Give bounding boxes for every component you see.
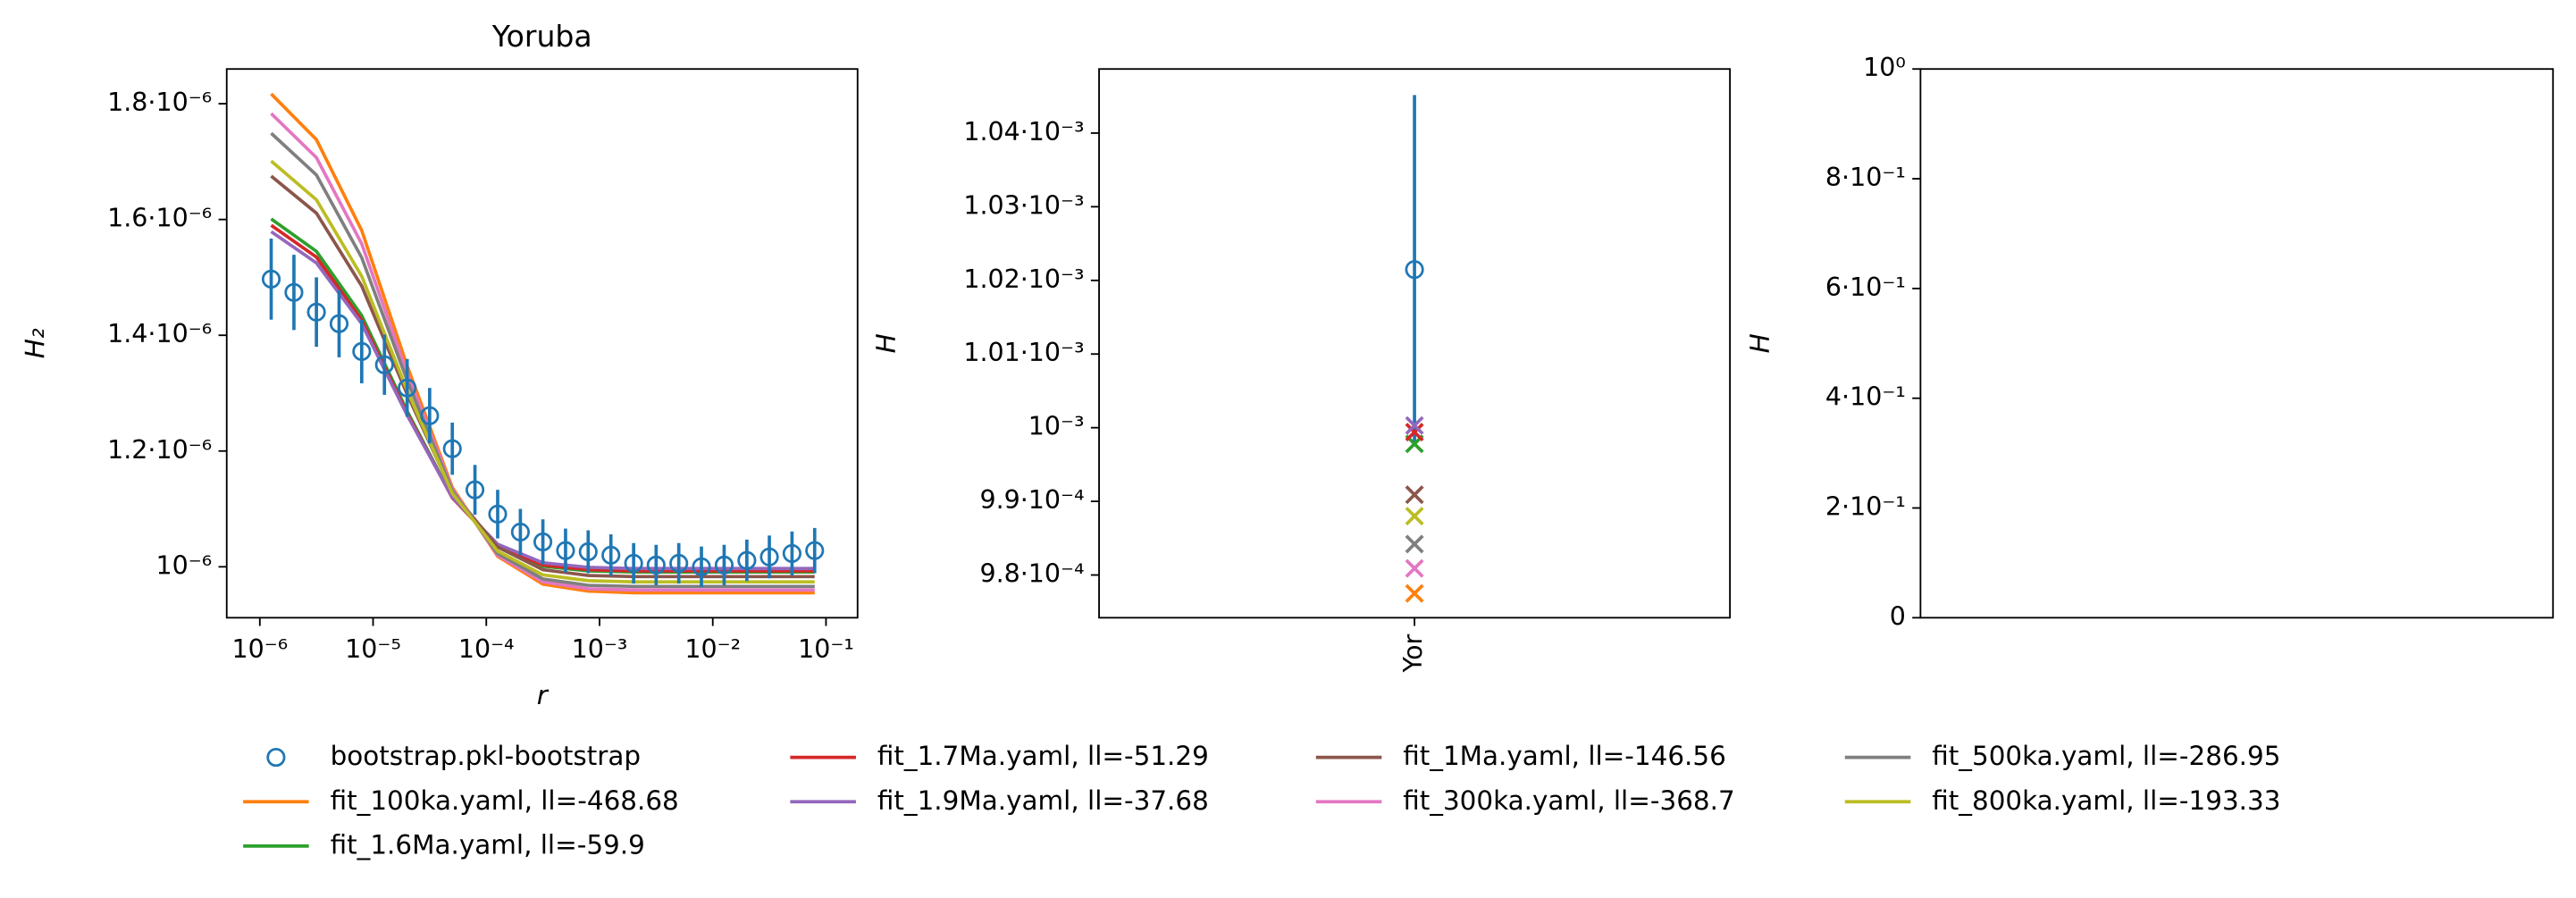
fit-line	[270, 92, 815, 595]
data-point	[261, 269, 281, 289]
legend-label: fit_800ka.yaml, ll=-193.33	[1932, 785, 2280, 816]
x-axis-label: r	[537, 680, 550, 710]
data-point	[759, 547, 779, 566]
y-axis-label: H₂	[20, 328, 50, 358]
y-tick-label: 1.2·10⁻⁶	[107, 435, 212, 465]
legend-label: fit_500ka.yaml, ll=-286.95	[1932, 741, 2280, 771]
y-tick-label: 1.04·10⁻³	[963, 117, 1084, 147]
data-point	[805, 541, 825, 560]
y-tick-label: 9.9·10⁻⁴	[979, 485, 1084, 515]
legend-label: bootstrap.pkl-bootstrap	[331, 741, 641, 771]
data-point	[398, 378, 417, 398]
y-tick-label: 0	[1890, 601, 1906, 631]
axes-frame	[225, 68, 859, 619]
y-tick-label: 1.6·10⁻⁶	[107, 204, 212, 233]
plot-area	[261, 92, 825, 595]
data-point	[578, 541, 598, 562]
fit-line	[270, 112, 815, 592]
data-point	[533, 532, 553, 552]
data-point	[1405, 260, 1424, 280]
plot-area	[1405, 95, 1424, 603]
data-point	[692, 557, 711, 576]
legend-label: fit_1Ma.yaml, ll=-146.56	[1403, 741, 1726, 771]
y-tick-label: 1.01·10⁻³	[963, 338, 1084, 367]
y-tick-label: 10⁻³	[1028, 412, 1085, 441]
y-tick-label: 9.8·10⁻⁴	[979, 559, 1084, 589]
data-point	[737, 550, 757, 570]
x-tick-label: 10⁻⁶	[231, 634, 288, 664]
data-point	[284, 282, 304, 302]
x-tick-label: 10⁻¹	[798, 634, 854, 664]
y-tick-label: 8·10⁻¹	[1825, 163, 1906, 192]
fit-line	[270, 131, 815, 589]
x-tick-label: 10⁻⁵	[345, 634, 401, 664]
y-tick-label: 1.8·10⁻⁶	[107, 88, 212, 117]
y-tick-label: 1.02·10⁻³	[963, 264, 1084, 294]
y-tick-label: 6·10⁻¹	[1825, 273, 1906, 302]
x-tick-label: 10⁻³	[572, 634, 628, 664]
data-point	[714, 555, 734, 575]
fit-line	[270, 230, 815, 571]
data-point	[374, 355, 394, 374]
data-point	[306, 302, 326, 322]
y-tick-label: 1.4·10⁻⁶	[107, 319, 212, 348]
y-tick-label: 2·10⁻¹	[1825, 492, 1906, 522]
axes-frame	[1919, 68, 2555, 619]
legend-label: fit_100ka.yaml, ll=-468.68	[331, 785, 679, 816]
data-point	[1405, 583, 1424, 603]
data-point	[782, 543, 801, 563]
legend-label: fit_1.7Ma.yaml, ll=-51.29	[877, 741, 1209, 771]
data-point	[1405, 415, 1424, 435]
data-point	[420, 406, 440, 425]
legend-label: fit_300ka.yaml, ll=-368.7	[1403, 785, 1734, 816]
legend-label: fit_1.9Ma.yaml, ll=-37.68	[877, 785, 1209, 816]
y-tick-label: 10⁻⁶	[155, 550, 212, 580]
x-tick-label: 10⁻²	[684, 634, 741, 664]
y-tick-label: 4·10⁻¹	[1825, 382, 1906, 412]
y-tick-label: 1.03·10⁻³	[963, 190, 1084, 220]
chart-title: Yoruba	[491, 19, 592, 54]
data-point	[669, 553, 689, 574]
data-point	[1405, 534, 1424, 554]
y-tick-label: 10⁰	[1863, 53, 1906, 82]
fit-line	[270, 174, 815, 579]
data-point	[601, 545, 621, 565]
data-point	[329, 314, 349, 333]
data-point	[352, 341, 372, 361]
data-point	[465, 480, 485, 499]
fit-line	[270, 223, 815, 573]
data-point	[1405, 485, 1424, 505]
data-point	[556, 541, 575, 560]
data-point	[1405, 507, 1424, 526]
x-tick-label: 10⁻⁴	[458, 634, 515, 664]
data-point	[1405, 423, 1424, 442]
legend-marker	[266, 748, 286, 768]
data-point	[646, 555, 666, 575]
data-point	[624, 553, 643, 574]
y-axis-label: H	[1745, 333, 1775, 353]
x-tick-label: Yor	[1398, 634, 1428, 673]
data-point	[442, 439, 462, 458]
y-axis-label: H	[870, 333, 901, 353]
data-point	[488, 504, 508, 524]
data-point	[510, 522, 530, 542]
legend-label: fit_1.6Ma.yaml, ll=-59.9	[331, 829, 645, 860]
data-point	[1405, 558, 1424, 578]
axes-frame	[1098, 68, 1732, 619]
